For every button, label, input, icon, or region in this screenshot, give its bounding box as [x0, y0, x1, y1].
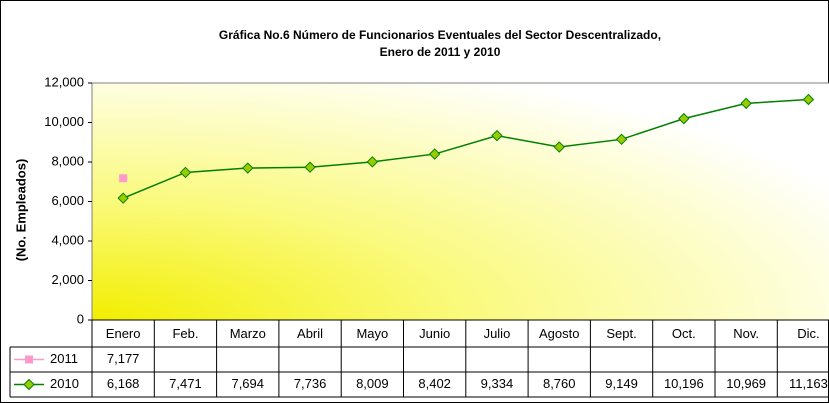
table-value: 7,736	[294, 376, 327, 391]
chart-title: Gráfica No.6 Número de Funcionarios Even…	[219, 28, 661, 42]
x-tick-label: Enero	[106, 326, 141, 341]
x-tick-label: Feb.	[172, 326, 198, 341]
table-value: 8,760	[543, 376, 576, 391]
x-tick-label: Nov.	[733, 326, 759, 341]
y-tick-label: 4,000	[51, 232, 84, 247]
marker	[119, 174, 128, 183]
y-tick-label: 10,000	[44, 114, 84, 129]
y-tick-label: 0	[77, 311, 84, 326]
plot-area	[91, 82, 829, 321]
y-tick-label: 12,000	[44, 74, 84, 89]
x-tick-label: Agosto	[539, 326, 579, 341]
y-axis-label: (No. Empleados)	[13, 159, 28, 262]
legend-label: 2010	[50, 376, 79, 391]
marker	[740, 97, 752, 110]
table-value: 8,402	[418, 376, 451, 391]
marker	[491, 129, 503, 142]
y-tick-label: 8,000	[51, 153, 84, 168]
marker	[615, 133, 628, 146]
table-value: 10,969	[726, 376, 766, 391]
table-value: 10,196	[664, 376, 704, 391]
x-tick-label: Marzo	[230, 326, 266, 341]
table-value: 8,009	[356, 376, 389, 391]
marker	[179, 166, 192, 179]
table-value: 7,177	[107, 351, 140, 366]
marker	[802, 93, 815, 106]
x-tick-label: Mayo	[356, 326, 388, 341]
x-tick-label: Oct.	[672, 326, 696, 341]
series-line	[122, 98, 809, 199]
x-tick-label: Abril	[297, 326, 323, 341]
table-value: 7,694	[231, 376, 264, 391]
x-tick-label: Julio	[484, 326, 511, 341]
table-value: 9,334	[481, 376, 514, 391]
chart-title: Enero de 2011 y 2010	[380, 45, 501, 59]
marker	[678, 112, 690, 125]
x-tick-label: Sept.	[606, 326, 636, 341]
legend-marker	[23, 378, 35, 391]
table-value: 9,149	[605, 376, 638, 391]
y-tick-label: 6,000	[51, 193, 84, 208]
x-tick-label: Junio	[419, 326, 450, 341]
table-value: 6,168	[107, 376, 140, 391]
marker	[428, 148, 441, 160]
table-value: 7,471	[169, 376, 202, 391]
y-tick-label: 2,000	[51, 272, 84, 287]
legend-label: 2011	[50, 351, 78, 366]
marker	[304, 161, 316, 173]
marker	[117, 192, 129, 204]
x-tick-label: Dic.	[797, 326, 819, 341]
marker	[366, 156, 379, 168]
marker	[242, 162, 254, 174]
legend-marker	[25, 355, 33, 364]
table-value: 11,163	[789, 376, 828, 391]
marker	[553, 141, 565, 153]
